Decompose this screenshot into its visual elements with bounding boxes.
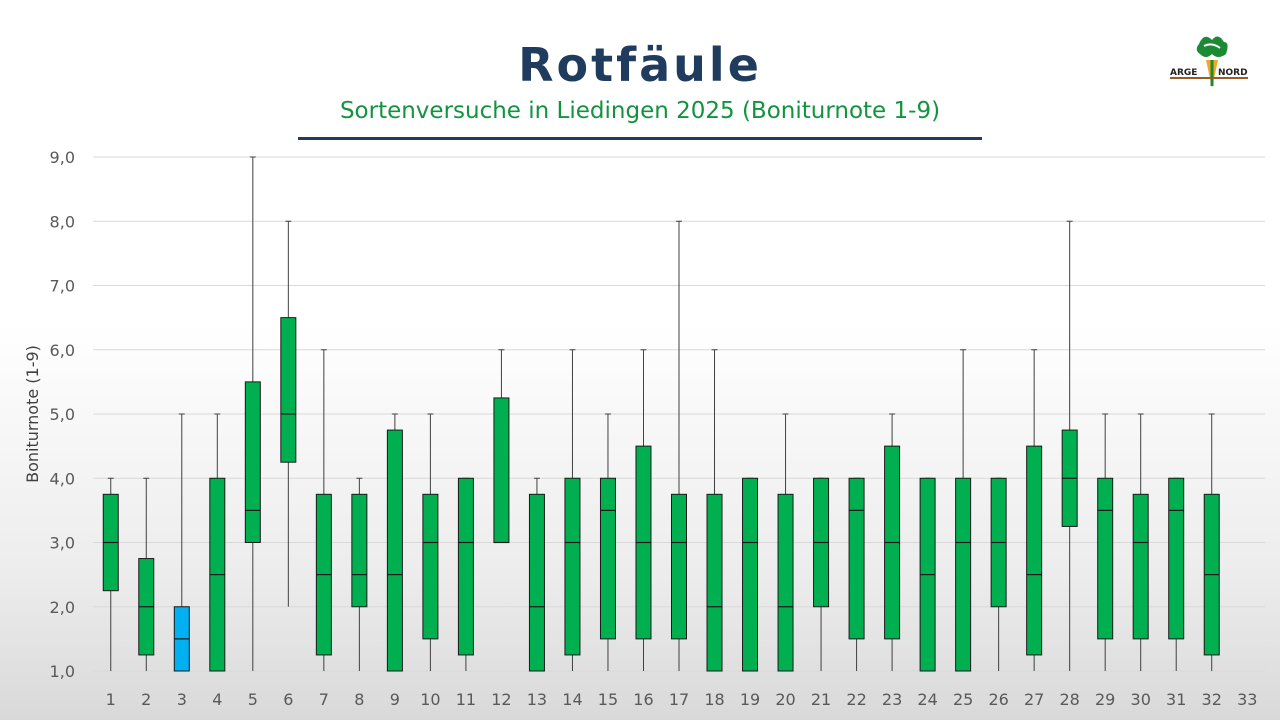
- x-tick-label: 11: [456, 690, 476, 709]
- iqr-box: [422, 493, 439, 640]
- x-tick-label: 22: [846, 690, 866, 709]
- carrot-leaf-icon: [1170, 36, 1248, 88]
- x-tick-label: 20: [775, 690, 795, 709]
- x-tick-label: 29: [1095, 690, 1115, 709]
- iqr-box: [564, 477, 581, 656]
- y-tick-label: 8,0: [50, 212, 75, 231]
- y-tick-label: 3,0: [50, 534, 75, 553]
- x-tick-label: 24: [917, 690, 937, 709]
- iqr-box: [493, 397, 510, 543]
- y-tick-label: 2,0: [50, 598, 75, 617]
- x-tick-label: 1: [106, 690, 116, 709]
- iqr-box: [1026, 445, 1043, 656]
- x-tick-label: 6: [283, 690, 293, 709]
- x-tick-label: 9: [390, 690, 400, 709]
- iqr-box: [671, 493, 687, 640]
- iqr-box: [457, 477, 474, 656]
- y-tick-label: 6,0: [50, 341, 75, 360]
- x-tick-label: 16: [633, 690, 653, 709]
- logo-right-text: NORD: [1218, 68, 1248, 78]
- x-tick-label: 27: [1024, 690, 1044, 709]
- x-tick-label: 5: [248, 690, 258, 709]
- x-tick-label: 23: [882, 690, 902, 709]
- logo-left-text: ARGE: [1170, 68, 1198, 78]
- iqr-box: [244, 381, 261, 543]
- x-tick-label: 17: [669, 690, 689, 709]
- x-tick-label: 2: [141, 690, 151, 709]
- title-underline: [298, 137, 982, 140]
- iqr-box: [1097, 477, 1114, 640]
- iqr-box: [848, 477, 865, 640]
- y-tick-label: 5,0: [50, 405, 75, 424]
- x-tick-label: 3: [177, 690, 187, 709]
- x-tick-label: 4: [212, 690, 222, 709]
- y-tick-label: 9,0: [50, 148, 75, 167]
- y-tick-label: 1,0: [50, 662, 75, 681]
- iqr-box: [1132, 493, 1149, 640]
- chart-subtitle: Sortenversuche in Liedingen 2025 (Bonitu…: [339, 98, 941, 124]
- iqr-box: [706, 493, 723, 672]
- x-tick-label: 7: [319, 690, 329, 709]
- x-tick-label: 12: [491, 690, 511, 709]
- y-tick-label: 4,0: [50, 469, 75, 488]
- iqr-box: [351, 493, 368, 608]
- y-axis-label: Boniturnote (1-9): [23, 345, 42, 483]
- x-tick-label: 18: [704, 690, 724, 709]
- x-tick-label: 32: [1202, 690, 1222, 709]
- iqr-box: [1168, 477, 1185, 640]
- x-tick-label: 33: [1237, 690, 1257, 709]
- x-tick-label: 8: [354, 690, 364, 709]
- iqr-box: [599, 477, 616, 640]
- iqr-box: [955, 477, 972, 672]
- x-tick-label: 15: [598, 690, 618, 709]
- x-tick-label: 10: [420, 690, 440, 709]
- iqr-box: [528, 493, 545, 672]
- arge-nord-logo: ARGE NORD: [1168, 30, 1250, 92]
- x-tick-label: 25: [953, 690, 973, 709]
- x-tick-label: 19: [740, 690, 760, 709]
- x-tick-label: 21: [811, 690, 831, 709]
- iqr-box: [742, 477, 759, 672]
- iqr-box: [280, 317, 297, 463]
- x-tick-label: 26: [988, 690, 1008, 709]
- x-tick-label: 13: [527, 690, 547, 709]
- x-tick-label: 14: [562, 690, 582, 709]
- x-tick-label: 28: [1059, 690, 1079, 709]
- iqr-box: [386, 429, 403, 672]
- y-tick-label: 7,0: [50, 277, 75, 296]
- chart-title: Rotfäule: [518, 38, 762, 92]
- x-tick-label: 30: [1131, 690, 1151, 709]
- iqr-box: [777, 493, 794, 672]
- x-tick-label: 31: [1166, 690, 1186, 709]
